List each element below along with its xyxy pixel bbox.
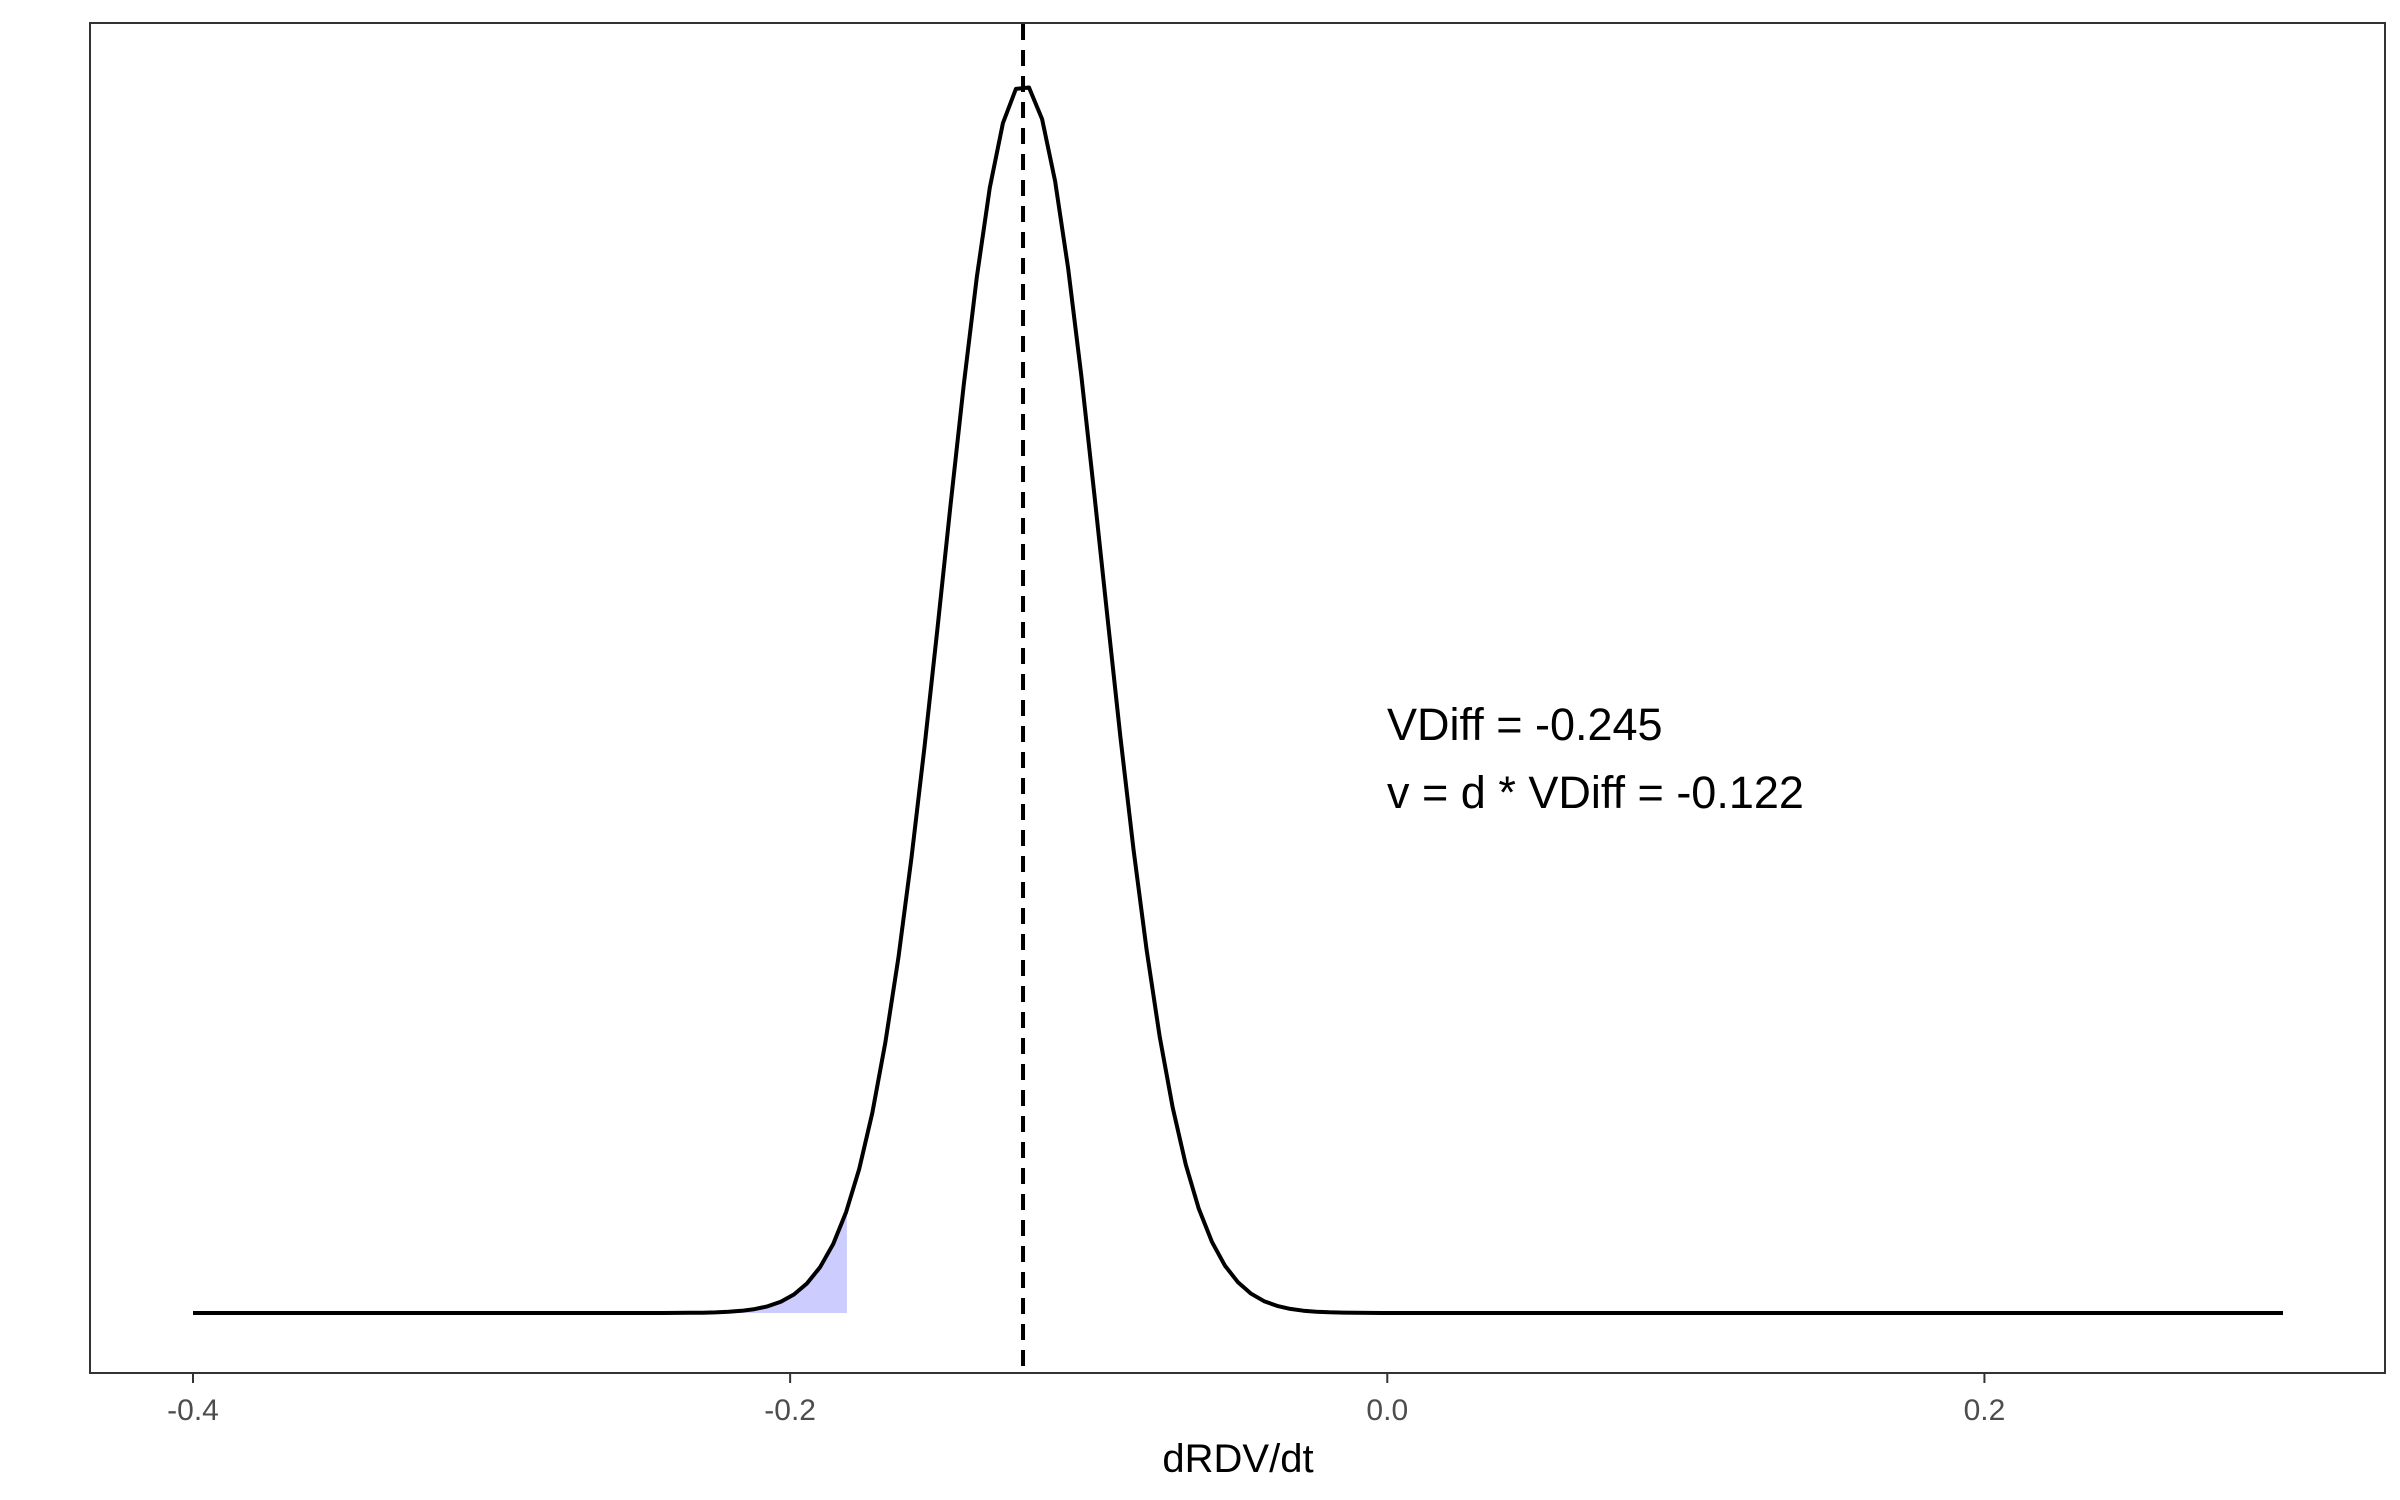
x-axis-title: dRDV/dt — [1162, 1437, 1313, 1481]
x-tick-label: -0.2 — [764, 1394, 816, 1427]
x-axis: -0.4 -0.2 0.0 0.2 — [167, 1374, 2005, 1427]
panel-border — [89, 22, 2386, 1374]
x-tick-label: 0.0 — [1366, 1394, 1408, 1427]
density-curve — [193, 85, 2283, 1315]
x-tick-label: 0.2 — [1964, 1394, 2006, 1427]
annotation-v: v = d * VDiff = -0.122 — [1387, 767, 1804, 818]
x-tick-label: -0.4 — [167, 1394, 219, 1427]
annotation-vdiff: VDiff = -0.245 — [1387, 699, 1663, 750]
